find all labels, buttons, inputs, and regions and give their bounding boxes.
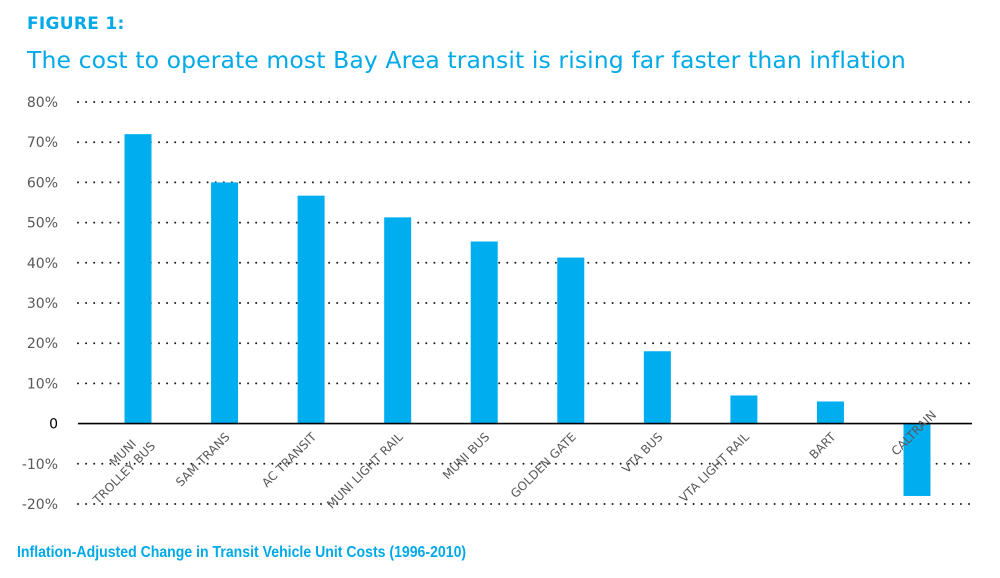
x-tick-label: MUNI LIGHT RAIL xyxy=(324,430,406,512)
bars xyxy=(124,134,931,496)
x-tick-label: AC TRANSIT xyxy=(259,429,320,490)
bar xyxy=(903,423,931,496)
y-tick-label: 0 xyxy=(49,417,58,433)
bar xyxy=(730,395,758,424)
x-tick-label: GOLDEN GATE xyxy=(508,430,579,501)
x-tick-label: MUNITROLLEY BUS xyxy=(79,428,158,507)
chart-caption: Inflation-Adjusted Change in Transit Veh… xyxy=(17,544,467,561)
chart-title: The cost to operate most Bay Area transi… xyxy=(27,46,906,74)
y-tick-label: 10% xyxy=(27,376,58,392)
y-tick-label: 40% xyxy=(27,256,58,272)
gridlines xyxy=(77,101,973,505)
y-tick-label: -20% xyxy=(22,497,58,513)
bar xyxy=(816,401,844,424)
y-axis-ticks: 80% 70% 60% 50% 40% 30% 20% 10% 0 -10% -20% xyxy=(22,95,58,513)
x-tick-label: VTA LIGHT RAIL xyxy=(677,430,753,506)
bar xyxy=(297,195,325,424)
figure-label: FIGURE 1: xyxy=(27,14,125,34)
bar xyxy=(643,351,671,424)
y-tick-label: 30% xyxy=(27,296,58,312)
x-tick-label: SAM TRANS xyxy=(173,430,233,490)
bar xyxy=(557,257,585,424)
bar xyxy=(124,134,152,424)
x-tick-label: BART xyxy=(807,429,839,461)
y-tick-label: 60% xyxy=(27,175,58,191)
y-tick-label: 80% xyxy=(27,95,58,111)
bar xyxy=(384,217,412,424)
bar xyxy=(211,182,239,424)
y-tick-label: -10% xyxy=(22,457,58,473)
x-tick-label: MUNI BUS xyxy=(440,430,492,482)
y-tick-label: 50% xyxy=(27,216,58,232)
y-tick-label: 70% xyxy=(27,135,58,151)
bar xyxy=(470,241,498,424)
x-tick-label: VTA BUS xyxy=(619,430,665,476)
y-tick-label: 20% xyxy=(27,336,58,352)
